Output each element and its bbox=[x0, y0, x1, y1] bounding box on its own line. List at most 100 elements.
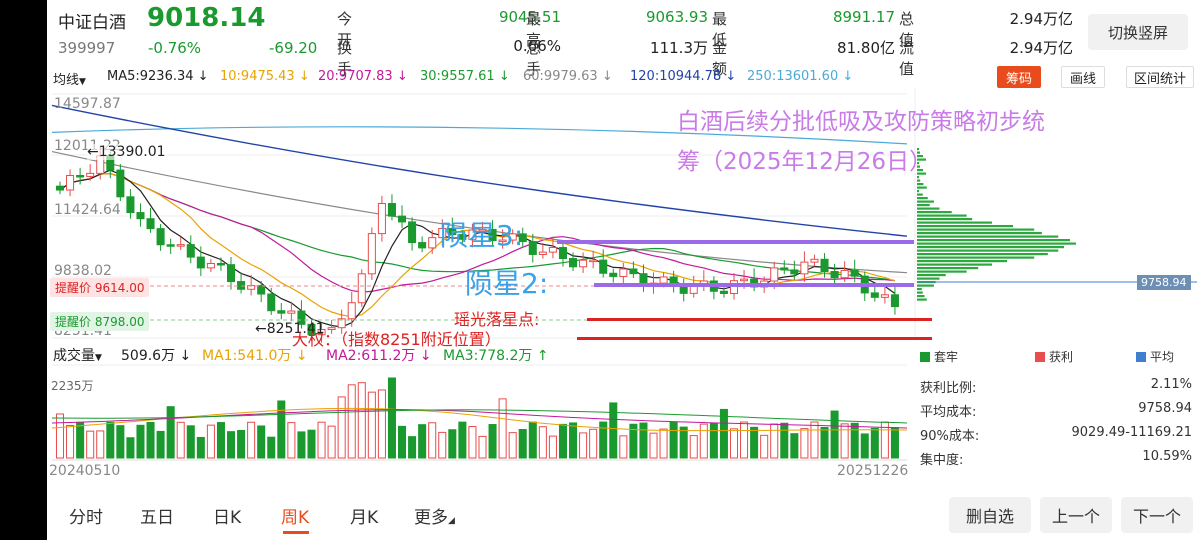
candle-body bbox=[599, 259, 608, 274]
volume-bar bbox=[216, 422, 225, 459]
volume-bar bbox=[589, 428, 598, 459]
candle-body bbox=[367, 233, 376, 275]
volume-bar bbox=[740, 421, 749, 459]
reminder-price-tag-1[interactable]: 提醒价 9614.00 bbox=[50, 278, 150, 297]
chip-bar bbox=[917, 200, 934, 203]
volume-bar bbox=[347, 384, 356, 459]
cost90-row: 90%成本: 9029.49-11169.21 bbox=[920, 425, 1192, 444]
candle-body bbox=[579, 259, 588, 268]
volume-bar bbox=[176, 421, 185, 459]
volume-bar bbox=[186, 425, 195, 459]
volume-bar bbox=[548, 435, 557, 459]
volume-bar bbox=[237, 429, 246, 459]
next-stock-button[interactable]: 下一个 bbox=[1121, 497, 1193, 533]
ma10-label: 10:9475.43 ↓ bbox=[220, 69, 310, 84]
volume-bar bbox=[639, 422, 648, 459]
stock-app: 中证白酒 9018.14 399997 -0.76% -69.20 今开 904… bbox=[47, 0, 1200, 540]
chip-bar bbox=[917, 211, 952, 214]
tab-daily-k[interactable]: 日K bbox=[213, 508, 242, 528]
chip-bar bbox=[917, 204, 930, 207]
candle-body bbox=[418, 242, 427, 249]
candle-body bbox=[558, 247, 567, 260]
candle-body bbox=[307, 323, 316, 336]
corner-arrow-icon: ◢ bbox=[448, 516, 455, 526]
tab-five-day[interactable]: 五日 bbox=[140, 508, 174, 528]
volume-bar bbox=[448, 429, 457, 459]
volume-bar bbox=[267, 436, 276, 459]
chip-bar bbox=[917, 235, 1059, 238]
candle-body bbox=[508, 233, 517, 241]
active-tab-indicator bbox=[283, 531, 309, 534]
candle-body bbox=[347, 302, 356, 320]
chip-bar bbox=[917, 169, 924, 172]
chip-bar bbox=[917, 256, 1035, 259]
volume-selector[interactable]: 成交量▼ bbox=[53, 348, 102, 364]
candle-body bbox=[498, 239, 507, 243]
range-stats-button[interactable]: 区间统计 bbox=[1126, 66, 1194, 88]
candle-body bbox=[196, 256, 205, 269]
candle-body bbox=[226, 264, 236, 283]
chip-bar bbox=[917, 155, 924, 158]
tab-monthly-k[interactable]: 月K bbox=[350, 508, 379, 528]
volume-bar bbox=[287, 422, 296, 459]
ma20-line bbox=[59, 172, 895, 293]
chip-bar bbox=[917, 298, 927, 301]
chip-bar bbox=[917, 162, 919, 165]
reminder-price-tag-2[interactable]: 提醒价 8798.00 bbox=[50, 312, 150, 331]
volume-bar bbox=[518, 429, 527, 459]
chips-button[interactable]: 筹码 bbox=[997, 66, 1041, 88]
switch-portrait-button[interactable]: 切换竖屏 bbox=[1088, 14, 1188, 50]
ma250-label: 250:13601.60 ↓ bbox=[747, 69, 854, 84]
candle-body bbox=[729, 280, 739, 294]
ma120-line bbox=[51, 104, 908, 237]
candle-body bbox=[719, 290, 728, 294]
chip-bar bbox=[917, 246, 1064, 249]
candle-body bbox=[267, 293, 276, 312]
volume-bar bbox=[55, 413, 65, 459]
volume-bar bbox=[659, 428, 668, 459]
stock-name: 中证白酒 bbox=[58, 13, 126, 33]
chip-bar bbox=[917, 190, 919, 193]
candle-body bbox=[206, 262, 215, 269]
avg-swatch bbox=[1136, 352, 1146, 362]
volume-bar bbox=[850, 422, 859, 459]
chip-bar bbox=[917, 225, 1014, 228]
volume-bar bbox=[609, 402, 618, 459]
volume-bar bbox=[196, 436, 205, 459]
tab-intraday[interactable]: 分时 bbox=[69, 508, 103, 528]
chip-bar bbox=[917, 232, 1042, 235]
chip-bar bbox=[917, 270, 967, 273]
draw-line-button[interactable]: 画线 bbox=[1061, 66, 1105, 88]
tab-weekly-k[interactable]: 周K bbox=[281, 508, 310, 528]
candle-body bbox=[880, 294, 889, 298]
candle-body bbox=[237, 281, 246, 290]
candle-body bbox=[327, 327, 336, 331]
tab-more[interactable]: 更多◢ bbox=[414, 508, 455, 528]
y-axis-label: 11424.64 bbox=[54, 202, 121, 218]
chip-bar bbox=[917, 165, 921, 168]
candle-body bbox=[277, 310, 286, 314]
volume-bar bbox=[96, 430, 105, 459]
prev-stock-button[interactable]: 上一个 bbox=[1040, 497, 1112, 533]
chip-bar bbox=[917, 176, 919, 179]
delete-watchlist-button[interactable]: 删自选 bbox=[949, 497, 1031, 533]
volume-bar bbox=[569, 422, 578, 459]
ma60-line bbox=[51, 151, 908, 274]
chevron-down-icon: ▼ bbox=[79, 77, 86, 87]
candle-body bbox=[820, 258, 829, 273]
landing-line bbox=[587, 318, 932, 321]
candle-body bbox=[770, 267, 779, 282]
vol-ma1-line bbox=[51, 407, 908, 432]
chip-bar bbox=[917, 179, 921, 182]
candle-body bbox=[790, 269, 799, 275]
kline-type-selector[interactable]: 均线▼ bbox=[53, 73, 86, 88]
candle-body bbox=[478, 228, 487, 232]
kline-chart[interactable] bbox=[47, 88, 1200, 488]
volume-bar bbox=[719, 408, 728, 459]
volume-bar bbox=[297, 431, 306, 459]
chip-bar bbox=[917, 214, 967, 217]
candle-body bbox=[186, 244, 195, 258]
ma5-label: MA5:9236.34 ↓ bbox=[107, 69, 209, 84]
volume-bar bbox=[689, 435, 698, 459]
volume-bar bbox=[558, 423, 567, 459]
